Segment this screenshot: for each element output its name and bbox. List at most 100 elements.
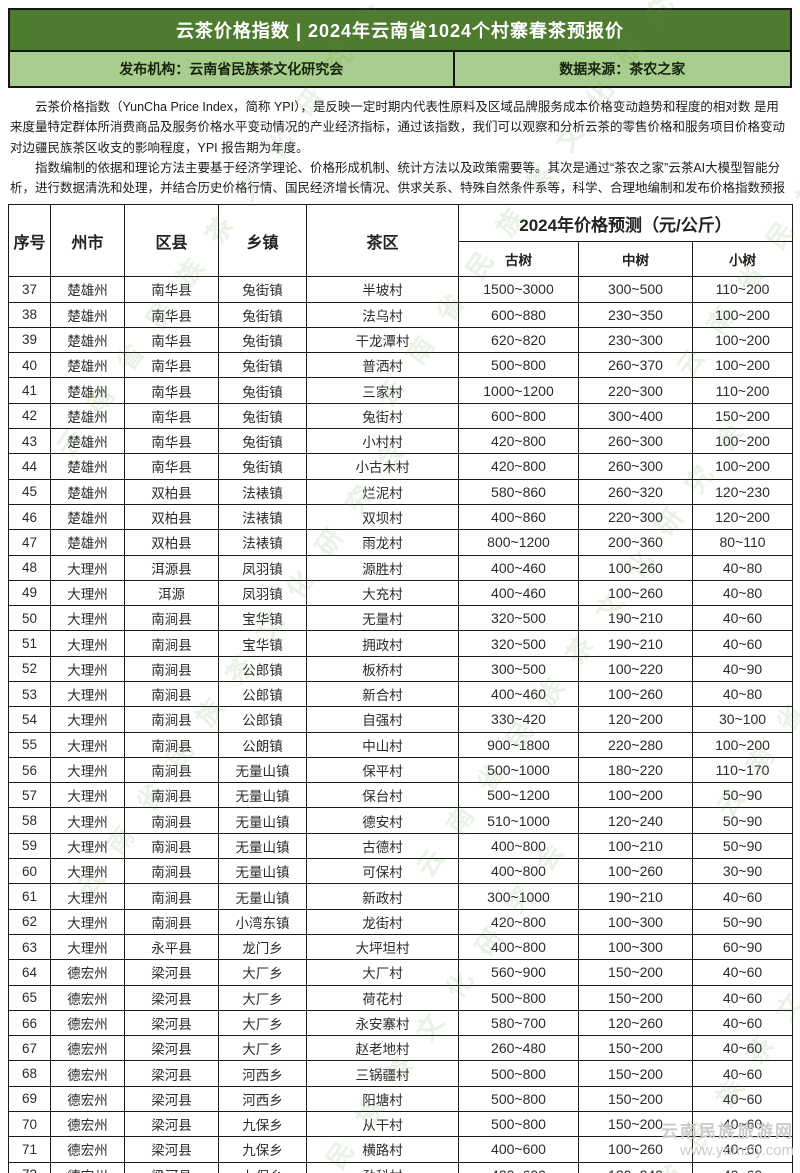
table-row: 52 大理州 南涧县 公郎镇 板桥村 300~500 100~220 40~90: [8, 655, 794, 683]
cell-state: 大理州: [50, 680, 125, 708]
cell-state: 楚雄州: [50, 453, 125, 480]
cell-village: 烂泥村: [306, 478, 459, 505]
cell-index: 49: [8, 579, 51, 607]
cell-price-small: 100~200: [691, 428, 794, 455]
table-row: 57 大理州 南涧县 无量山镇 保台村 500~1200 100~200 50~…: [8, 782, 794, 809]
cell-price-ancient: 900~1800: [458, 731, 579, 758]
cell-township: 法裱镇: [218, 503, 307, 531]
cell-price-ancient: 800~1200: [458, 529, 579, 556]
cell-township: 法裱镇: [218, 478, 307, 505]
cell-state: 楚雄州: [50, 529, 125, 556]
cell-county: 南涧县: [124, 706, 219, 733]
cell-village: 大坪坦村: [306, 933, 459, 961]
cell-village: 新合村: [306, 680, 459, 708]
cell-township: 大厂乡: [218, 1035, 307, 1062]
cell-price-medium: 190~210: [578, 605, 693, 632]
table-row: 47 楚雄州 双柏县 法裱镇 雨龙村 800~1200 200~360 80~1…: [8, 529, 794, 556]
cell-county: 梁河县: [124, 1060, 219, 1087]
cell-village: 永安寨村: [306, 1009, 459, 1037]
table-row: 69 德宏州 梁河县 河西乡 阳塘村 500~800 150~200 40~60: [8, 1085, 794, 1113]
cell-price-ancient: 320~500: [458, 605, 579, 632]
table-row: 39 楚雄州 南华县 兔街镇 干龙潭村 620~820 230~300 100~…: [8, 326, 794, 354]
cell-index: 69: [8, 1085, 51, 1113]
cell-price-small: 40~60: [691, 1035, 794, 1062]
cell-county: 南华县: [124, 301, 219, 328]
cell-price-small: 30~90: [691, 858, 794, 885]
cell-price-medium: 100~300: [578, 908, 693, 935]
cell-village: 拥政村: [306, 630, 459, 657]
cell-state: 大理州: [50, 858, 125, 885]
cell-county: 梁河县: [124, 959, 219, 986]
cell-village: 半坡村: [306, 276, 459, 303]
cell-index: 62: [8, 908, 51, 935]
table-row: 38 楚雄州 南华县 兔街镇 法乌村 600~880 230~350 100~2…: [8, 301, 794, 328]
column-header-ancient-tree: 古树: [458, 241, 579, 278]
cell-state: 德宏州: [50, 1060, 125, 1087]
cell-price-small: 110~200: [691, 377, 794, 404]
cell-state: 楚雄州: [50, 276, 125, 303]
cell-price-medium: 100~260: [578, 858, 693, 885]
cell-state: 大理州: [50, 731, 125, 758]
cell-township: 兔街镇: [218, 276, 307, 303]
cell-price-medium: 100~300: [578, 933, 693, 961]
cell-village: 无量村: [306, 605, 459, 632]
cell-state: 德宏州: [50, 1136, 125, 1163]
cell-township: 大厂乡: [218, 959, 307, 986]
cell-price-medium: 190~210: [578, 630, 693, 657]
cell-county: 南涧县: [124, 655, 219, 683]
cell-price-medium: 230~350: [578, 301, 693, 328]
cell-county: 南涧县: [124, 908, 219, 935]
cell-index: 38: [8, 301, 51, 328]
table-row: 55 大理州 南涧县 公朗镇 中山村 900~1800 220~280 100~…: [8, 731, 794, 758]
cell-village: 新政村: [306, 883, 459, 910]
cell-county: 南涧县: [124, 731, 219, 758]
cell-village: 横路村: [306, 1136, 459, 1163]
cell-township: 公朗镇: [218, 731, 307, 758]
table-row: 51 大理州 南涧县 宝华镇 拥政村 320~500 190~210 40~60: [8, 630, 794, 657]
cell-township: 无量山镇: [218, 832, 307, 860]
cell-price-small: 50~90: [691, 807, 794, 834]
cell-index: 63: [8, 933, 51, 961]
cell-village: 大厂村: [306, 959, 459, 986]
intro-text: 云茶价格指数（YunCha Price Index，简称 YPI），是反映一定时…: [8, 88, 792, 204]
cell-price-medium: 220~280: [578, 731, 693, 758]
cell-county: 南华县: [124, 352, 219, 379]
cell-township: 大厂乡: [218, 984, 307, 1011]
cell-village: 保台村: [306, 782, 459, 809]
meta-bar: 发布机构：云南省民族茶文化研究会 数据来源：茶农之家: [8, 52, 792, 88]
cell-village: 赵老地村: [306, 1035, 459, 1062]
cell-price-small: 40~80: [691, 554, 794, 581]
cell-price-small: 100~200: [691, 352, 794, 379]
column-header-state: 州市: [50, 204, 125, 278]
cell-price-small: 30~100: [691, 706, 794, 733]
cell-village: 雨龙村: [306, 529, 459, 556]
cell-index: 44: [8, 453, 51, 480]
cell-state: 德宏州: [50, 1111, 125, 1138]
cell-price-small: 40~60: [691, 959, 794, 986]
cell-township: 兔街镇: [218, 453, 307, 480]
cell-price-small: 40~80: [691, 680, 794, 708]
table-row: 72 德宏州 梁河县 九保乡 勐科村 420~600 120~240 40~60: [8, 1161, 794, 1173]
cell-price-ancient: 300~1000: [458, 883, 579, 910]
cell-price-ancient: 510~1000: [458, 807, 579, 834]
cell-price-small: 50~90: [691, 832, 794, 860]
table-row: 42 楚雄州 南华县 兔街镇 兔街村 600~800 300~400 150~2…: [8, 402, 794, 430]
cell-township: 凤羽镇: [218, 579, 307, 607]
intro-paragraph-1: 云茶价格指数（YunCha Price Index，简称 YPI），是反映一定时…: [10, 100, 786, 155]
cell-county: 双柏县: [124, 529, 219, 556]
cell-state: 大理州: [50, 579, 125, 607]
table-row: 61 大理州 南涧县 无量山镇 新政村 300~1000 190~210 40~…: [8, 883, 794, 910]
cell-index: 61: [8, 883, 51, 910]
table-header: 序号 州市 区县 乡镇 茶区 2024年价格预测（元/公斤） 古树 中树 小树: [8, 204, 794, 278]
cell-price-small: 40~60: [691, 984, 794, 1011]
cell-index: 48: [8, 554, 51, 581]
cell-village: 三锅疆村: [306, 1060, 459, 1087]
cell-county: 梁河县: [124, 1035, 219, 1062]
cell-village: 从干村: [306, 1111, 459, 1138]
cell-price-medium: 150~200: [578, 1035, 693, 1062]
cell-state: 楚雄州: [50, 503, 125, 531]
cell-township: 法裱镇: [218, 529, 307, 556]
table-row: 62 大理州 南涧县 小湾东镇 龙街村 420~800 100~300 50~9…: [8, 908, 794, 935]
cell-price-medium: 120~260: [578, 1009, 693, 1037]
cell-index: 58: [8, 807, 51, 834]
